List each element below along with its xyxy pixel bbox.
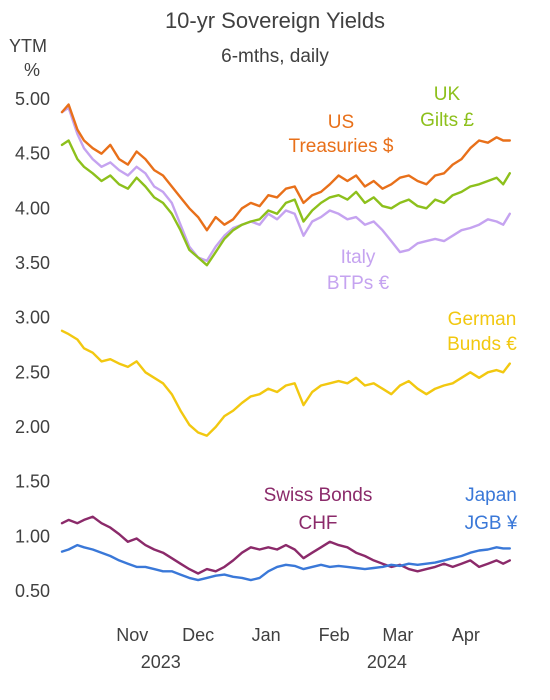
x-tick-label-month: Feb [319,625,350,645]
y-axis-label-line2: % [24,60,40,80]
y-tick-label: 1.50 [15,472,50,492]
series-label: JGB ¥ [465,513,518,534]
series-labels: US Treasuries $ UK Gilts £ Italy BTPs € German… [264,84,518,534]
x-tick-label-month: Dec [182,625,214,645]
x-tick-label-year: 2024 [367,652,407,672]
series-line [60,329,511,437]
y-tick-label: 3.00 [15,308,50,328]
series-label: Bunds € [447,334,517,355]
series-line [60,139,511,267]
series-lines [60,103,511,582]
series-label: UK [434,84,461,105]
x-tick-label-month: Apr [452,625,480,645]
series-label: Gilts £ [420,110,474,131]
y-tick-label: 4.50 [15,144,50,164]
series-line [60,103,511,232]
y-axis-ticks: 5.00 4.50 4.00 3.50 3.00 2.50 2.00 1.50 1.00 0.50 [15,89,50,601]
y-tick-label: 5.00 [15,89,50,109]
y-tick-label: 4.00 [15,198,50,218]
series-line [60,515,511,575]
y-tick-label: 1.00 [15,526,50,546]
series-label: German [448,309,517,330]
series-label: Treasuries $ [289,136,394,157]
x-tick-label-month: Mar [382,625,413,645]
y-tick-label: 2.00 [15,417,50,437]
x-tick-label-month: Jan [252,625,281,645]
y-tick-label: 3.50 [15,253,50,273]
series-label: BTPs € [327,273,390,294]
y-tick-label: 0.50 [15,581,50,601]
series-label: US [328,112,354,133]
series-line [60,106,511,262]
x-tick-label-month: Nov [116,625,148,645]
y-axis-label-line1: YTM [9,36,47,56]
chart-title: 10-yr Sovereign Yields [165,8,385,33]
series-label: CHF [298,513,337,534]
series-label: Japan [465,485,517,506]
series-label: Italy [341,247,376,268]
series-label: Swiss Bonds [264,485,373,506]
x-tick-label-year: 2023 [141,652,181,672]
x-axis-ticks: Nov Dec Jan Feb Mar Apr 2023 2024 [116,625,480,672]
series-line [60,543,511,582]
y-tick-label: 2.50 [15,362,50,382]
chart-subtitle: 6-mths, daily [221,46,329,67]
